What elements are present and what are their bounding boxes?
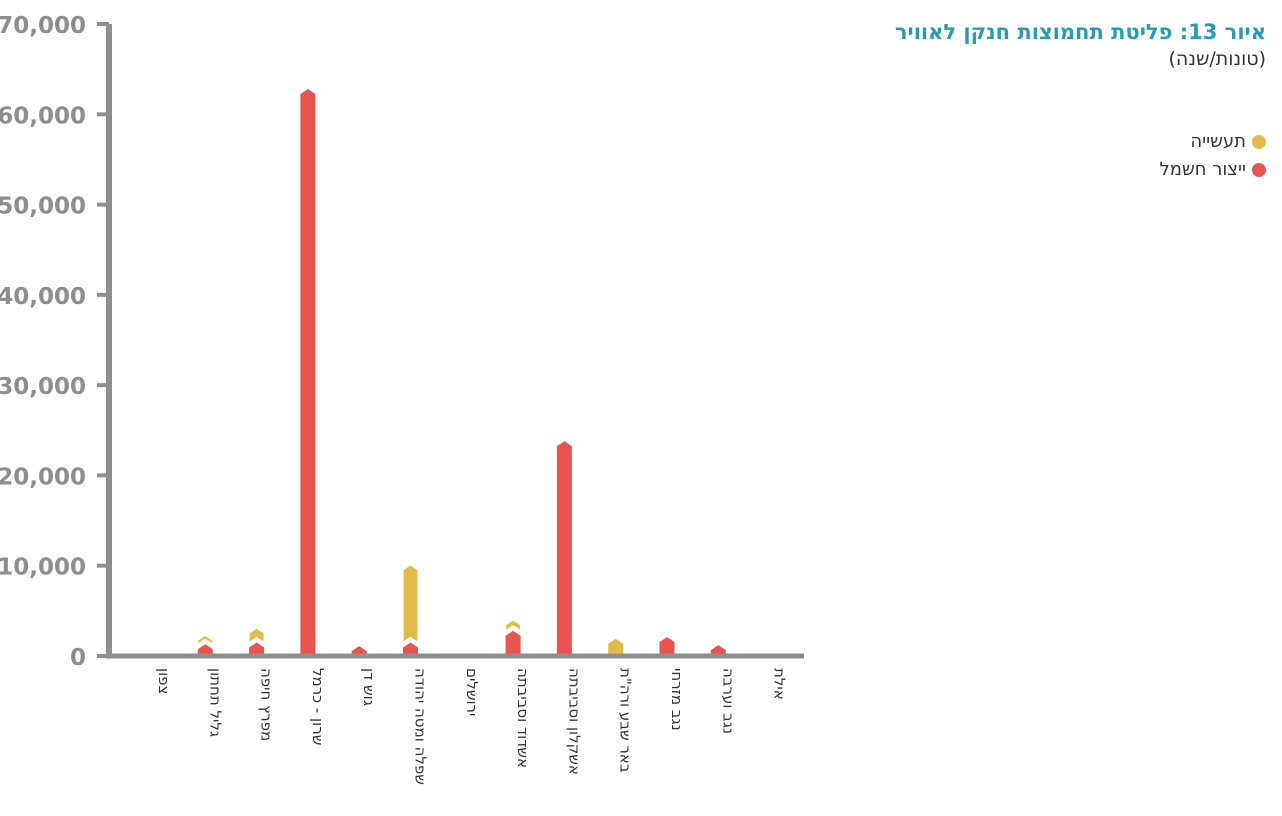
y-tick-label: 0 — [70, 645, 86, 671]
x-category-label: מפרץ חיפה — [258, 668, 276, 741]
x-category-label: נגב וערבה — [719, 668, 737, 734]
x-category-label: שרון - כרמל — [309, 668, 327, 745]
x-category-label: ירושלים — [463, 668, 481, 716]
bars — [197, 89, 726, 656]
y-tick-label: 50,000 — [0, 194, 86, 220]
y-tick-label: 60,000 — [0, 103, 86, 129]
legend-dot-industry — [1252, 135, 1266, 149]
bar-industry — [351, 640, 368, 649]
x-category-label: גוש דן — [360, 668, 378, 706]
bar-electricity — [556, 441, 572, 656]
bar-electricity — [659, 637, 675, 656]
y-tick-label: 70,000 — [0, 13, 86, 39]
y-axis-ticks: 0 10,000 20,000 30,000 40,000 50,000 60,000 70,… — [0, 13, 109, 671]
y-tick-label: 40,000 — [0, 284, 86, 310]
x-category-label: אשדוד וסביבתה — [514, 668, 532, 768]
x-category-label: באר שבע ורה"ת — [617, 668, 635, 773]
chart-title: איור 13: פליטת תחמוצות חנקן לאוויר — [894, 20, 1266, 44]
legend: תעשייה ייצור חשמל — [1160, 128, 1266, 184]
bar-industry — [248, 627, 265, 644]
chart-subtitle: (טונות/שנה) — [1168, 48, 1266, 70]
x-category-label: צפון — [155, 668, 173, 694]
bar-electricity — [197, 644, 213, 656]
bar-industry — [402, 564, 419, 644]
x-axis-labels: צפון גליל תחתון מפרץ חיפה שרון - כרמל גוש דן… — [155, 668, 789, 785]
legend-item-electricity: ייצור חשמל — [1160, 156, 1266, 184]
legend-label-electricity: ייצור חשמל — [1159, 159, 1246, 180]
bar-electricity — [249, 642, 265, 656]
x-category-label: אשקלון וסביבתה — [565, 668, 583, 775]
bar-industry — [505, 619, 522, 632]
legend-dot-electricity — [1252, 163, 1266, 177]
x-category-label: אילת — [771, 668, 789, 700]
x-category-label: שפלה ומטה יהודה — [412, 668, 430, 785]
x-category-label: גליל תחתון — [206, 668, 224, 737]
title-block: איור 13: פליטת תחמוצות חנקן לאוויר (טונו… — [895, 18, 1266, 72]
bar-industry — [197, 634, 214, 646]
legend-item-industry: תעשייה — [1160, 128, 1266, 156]
bar-industry — [608, 638, 624, 656]
bar-electricity — [300, 89, 316, 656]
bar-electricity — [403, 642, 418, 656]
y-tick-label: 30,000 — [0, 374, 86, 400]
y-tick-label: 20,000 — [0, 464, 86, 490]
x-category-label: נגב מזרחי — [668, 668, 686, 731]
axes — [106, 24, 804, 659]
bar-electricity — [505, 630, 521, 656]
y-tick-label: 10,000 — [0, 555, 86, 581]
bar-electricity — [710, 645, 726, 656]
legend-label-industry: תעשייה — [1190, 131, 1246, 152]
